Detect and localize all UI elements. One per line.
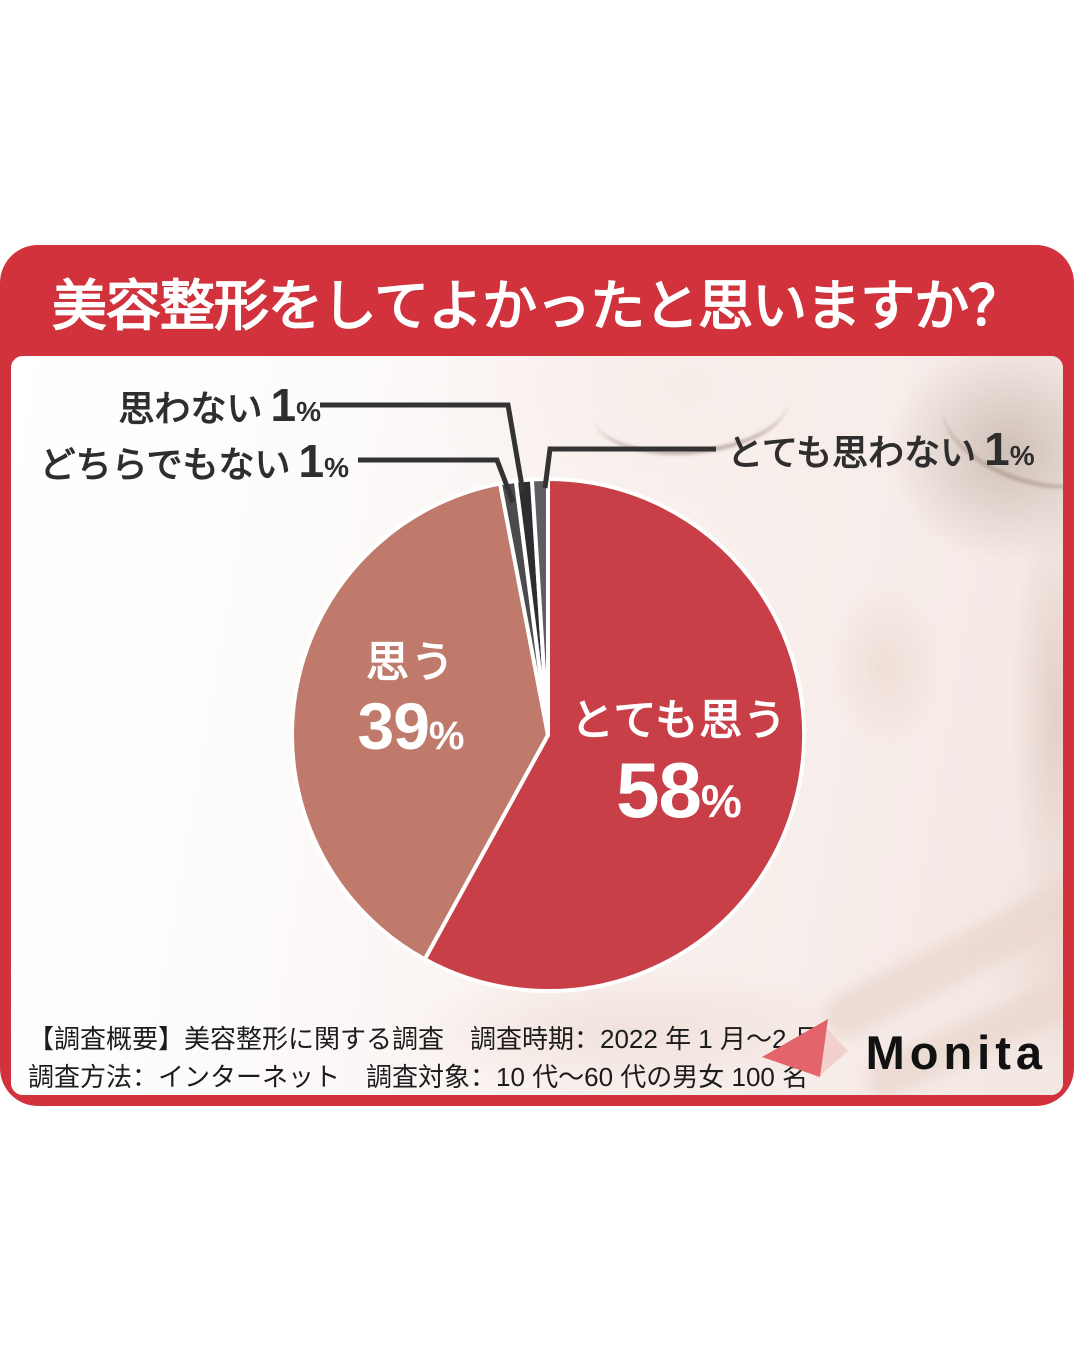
leader-line-omowanai <box>320 402 526 493</box>
label-omowanai: 思わない 1% <box>11 378 321 432</box>
label-totemo-omowanai-value: 1 <box>984 423 1010 475</box>
label-omou-text: 思う <box>366 639 456 687</box>
content-panel: 思わない 1% どちらでもない 1% とても思わない 1% とても思う 58% 思う … <box>11 356 1063 1095</box>
monita-logo: Monita <box>760 1017 1047 1087</box>
label-omowanai-text: 思わない <box>118 388 263 429</box>
pie-slices <box>290 476 807 993</box>
label-totemo-omowanai: とても思わない 1% <box>727 422 1035 476</box>
page-title: 美容整形をしてよかったと思いますか？ <box>51 274 1023 337</box>
label-omou-percent: % <box>428 714 465 758</box>
monita-logo-icon <box>761 1019 848 1079</box>
pie-slice-思う <box>290 481 550 962</box>
label-omowanai-value: 1 <box>270 379 297 431</box>
label-totemo-omowanai-text: とても思わない <box>727 432 977 473</box>
photo-nose-shade <box>811 556 961 776</box>
label-totemo-omou-value: 58 <box>616 746 702 834</box>
pie-slice-とても思う <box>422 477 807 993</box>
survey-overview: 【調査概要】美容整形に関する調査 調査時期：2022 年 1 月〜2 月 調査方… <box>28 1020 820 1095</box>
label-omowanai-percent: % <box>296 396 321 427</box>
leader-line-totemo-omowanai <box>542 446 716 489</box>
logo-triangle <box>761 1019 828 1077</box>
pie-chart <box>290 402 807 993</box>
label-totemo-omou-text: とても思う <box>570 697 788 745</box>
label-totemo-omowanai-percent: % <box>1009 440 1035 471</box>
monita-logo-text: Monita <box>865 1025 1047 1079</box>
label-omou: 思う 39% <box>306 639 516 760</box>
label-dochirademonai-percent: % <box>324 452 349 483</box>
survey-line-2: 調査方法：インターネット 調査対象：10 代〜60 代の男女 100 名 <box>28 1062 809 1092</box>
survey-line-1: 【調査概要】美容整形に関する調査 調査時期：2022 年 1 月〜2 月 <box>28 1024 820 1054</box>
label-totemo-omou-percent: % <box>700 775 742 827</box>
label-omou-value: 39 <box>357 689 430 763</box>
label-dochirademonai-value: 1 <box>298 435 325 487</box>
leader-line-dochirademonai <box>358 457 516 503</box>
label-totemo-omou: とても思う 58% <box>529 697 829 830</box>
main-card: 美容整形をしてよかったと思いますか？ 思わない 1% <box>0 245 1074 1106</box>
label-dochirademonai-text: どちらでもない <box>39 444 291 485</box>
label-dochirademonai: どちらでもない 1% <box>11 434 349 488</box>
leader-lines <box>320 402 716 503</box>
